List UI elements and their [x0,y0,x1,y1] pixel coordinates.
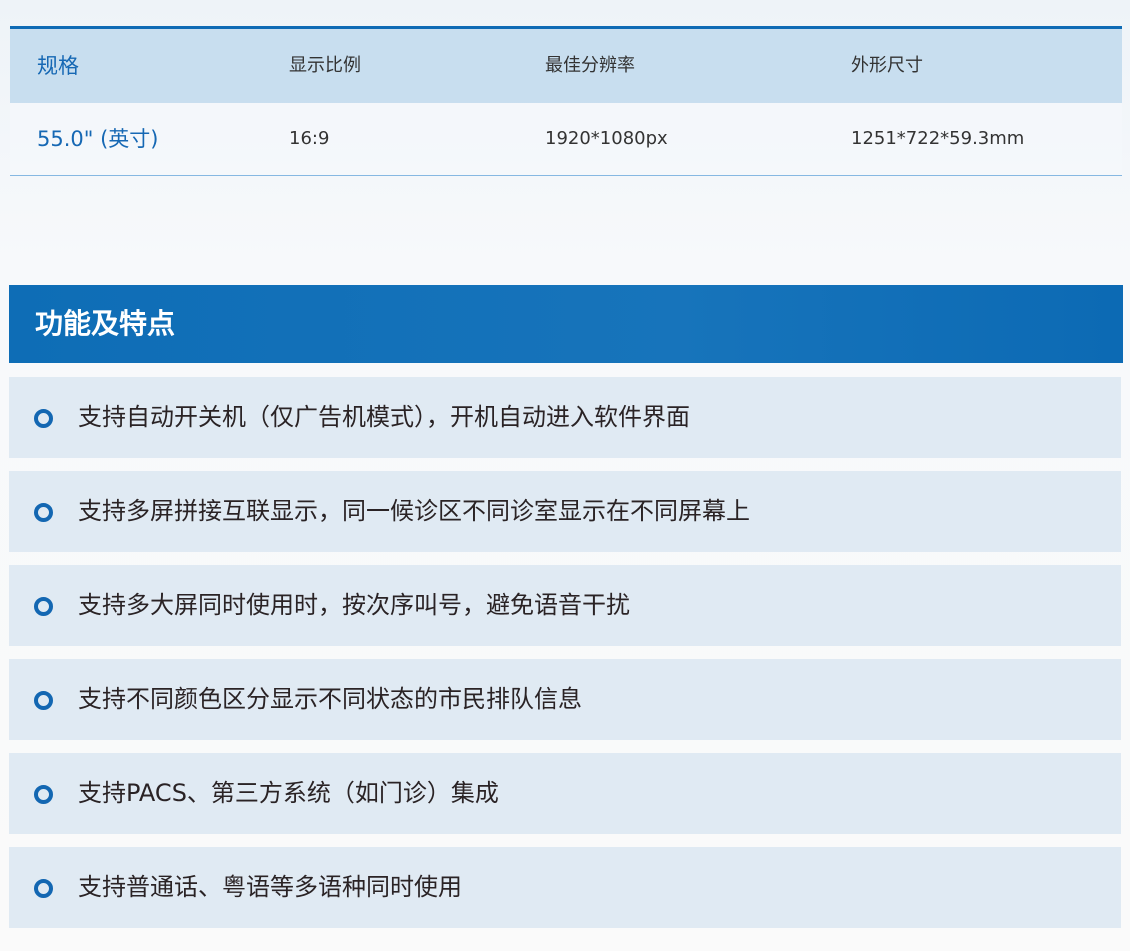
header-spec: 规格 [37,54,79,78]
feature-text: 支持普通话、粤语等多语种同时使用 [78,873,462,901]
circle-bullet-icon [34,597,53,616]
circle-bullet-icon [34,691,53,710]
feature-text: 支持多大屏同时使用时，按次序叫号，避免语音干扰 [78,591,630,619]
feature-item: 支持自动开关机（仅广告机模式），开机自动进入软件界面 [9,377,1121,458]
value-resolution: 1920*1080px [545,128,668,149]
spec-table-header: 规格 显示比例 最佳分辨率 外形尺寸 [10,29,1122,103]
features-title: 功能及特点 [9,285,1123,363]
feature-item: 支持不同颜色区分显示不同状态的市民排队信息 [9,659,1121,740]
feature-item: 支持多屏拼接互联显示，同一候诊区不同诊室显示在不同屏幕上 [9,471,1121,552]
feature-text: 支持不同颜色区分显示不同状态的市民排队信息 [78,685,582,713]
header-dimensions: 外形尺寸 [851,55,923,76]
feature-text: 支持多屏拼接互联显示，同一候诊区不同诊室显示在不同屏幕上 [78,497,750,525]
feature-item: 支持多大屏同时使用时，按次序叫号，避免语音干扰 [9,565,1121,646]
feature-item: 支持普通话、粤语等多语种同时使用 [9,847,1121,928]
spec-table: 规格 显示比例 最佳分辨率 外形尺寸 55.0" (英寸) 16:9 1920*… [10,26,1122,176]
feature-text: 支持自动开关机（仅广告机模式），开机自动进入软件界面 [78,403,690,431]
circle-bullet-icon [34,503,53,522]
header-aspect-ratio: 显示比例 [289,55,361,76]
circle-bullet-icon [34,785,53,804]
circle-bullet-icon [34,409,53,428]
value-spec: 55.0" (英寸) [37,127,159,151]
value-dimensions: 1251*722*59.3mm [851,128,1025,149]
feature-item: 支持PACS、第三方系统（如门诊）集成 [9,753,1121,834]
header-resolution: 最佳分辨率 [545,55,635,76]
value-aspect-ratio: 16:9 [289,128,330,149]
spec-table-row: 55.0" (英寸) 16:9 1920*1080px 1251*722*59.… [10,103,1122,176]
circle-bullet-icon [34,879,53,898]
feature-text: 支持PACS、第三方系统（如门诊）集成 [78,779,499,807]
